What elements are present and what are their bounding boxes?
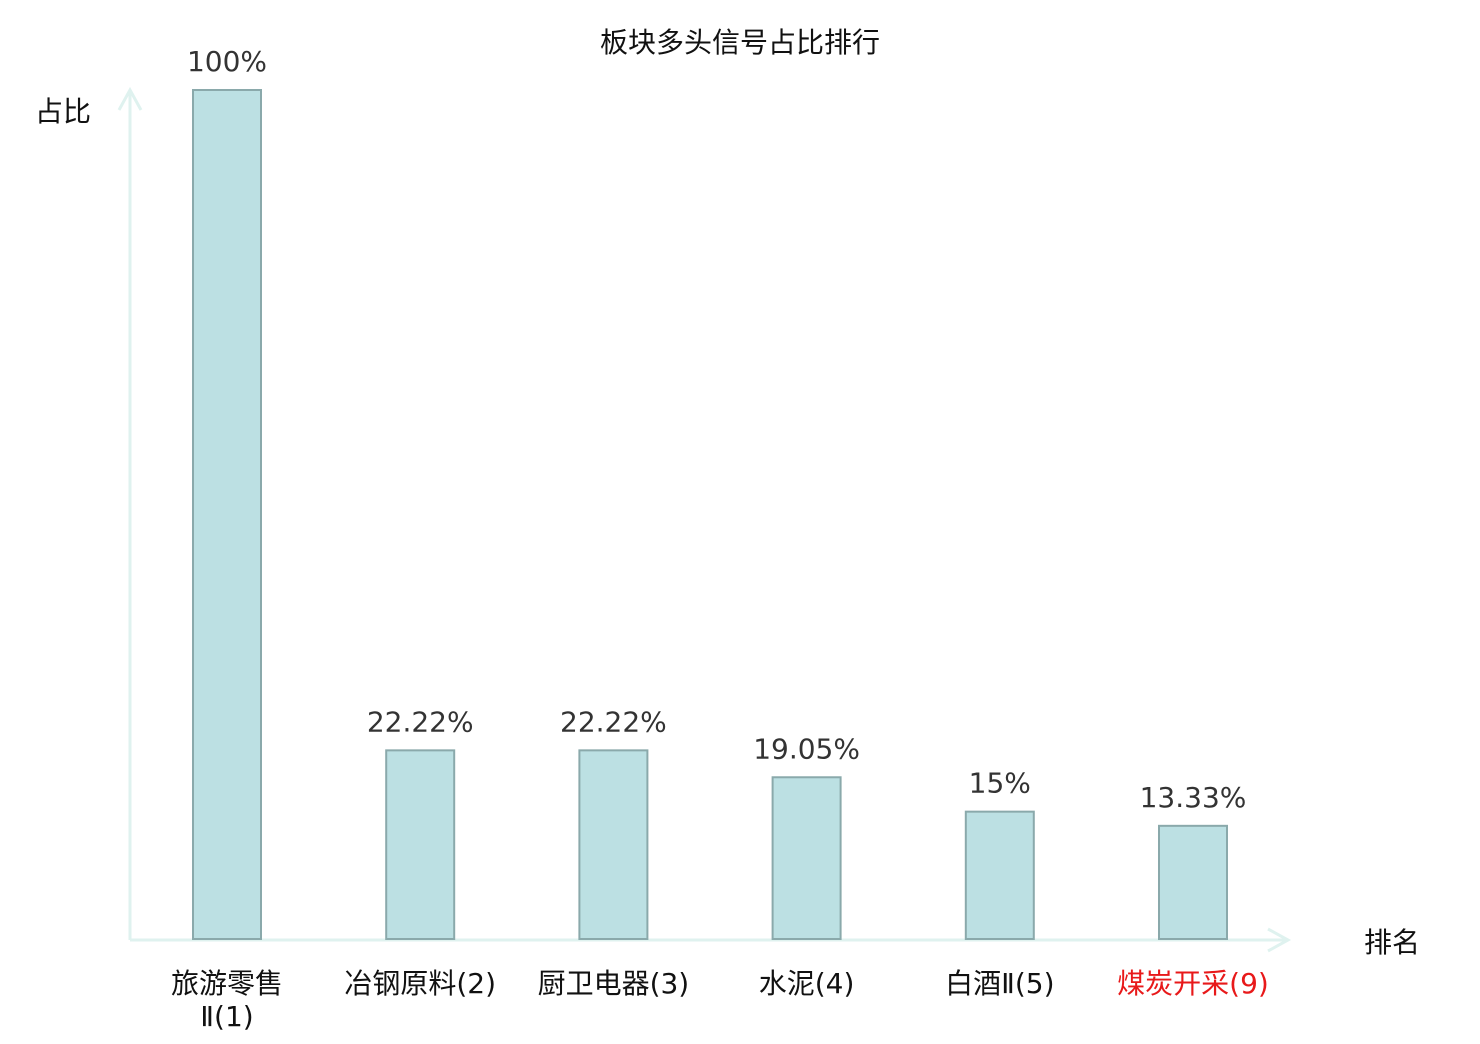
bar (578, 749, 649, 940)
x-tick-label: 煤炭开采(9) (1117, 967, 1269, 1000)
x-axis-label: 排名 (1364, 926, 1420, 959)
x-tick-label: 旅游零售 (171, 967, 283, 1000)
data-label: 100% (187, 45, 267, 78)
bar (1158, 824, 1228, 941)
x-tick-label: 厨卫电器(3) (538, 967, 690, 1000)
x-tick-label: 白酒Ⅱ(5) (945, 967, 1054, 1000)
x-axis-arrow-icon (1267, 927, 1292, 953)
data-label: 22.22% (367, 705, 474, 738)
data-label: 13.33% (1140, 781, 1247, 814)
bar (771, 776, 842, 940)
x-tick-label: 水泥(4) (759, 967, 855, 1000)
x-tick-label: Ⅱ(1) (200, 1000, 253, 1033)
data-label: 15% (969, 767, 1031, 800)
bar (964, 810, 1035, 941)
data-label: 22.22% (560, 705, 667, 738)
data-label: 19.05% (753, 732, 860, 765)
x-tick-label: 冶钢原料(2) (344, 967, 496, 1000)
bar (385, 749, 456, 940)
bar (192, 89, 262, 940)
y-axis-label: 占比 (35, 95, 91, 128)
y-axis-arrow-icon (117, 86, 143, 111)
chart-title: 板块多头信号占比排行 (600, 26, 880, 59)
